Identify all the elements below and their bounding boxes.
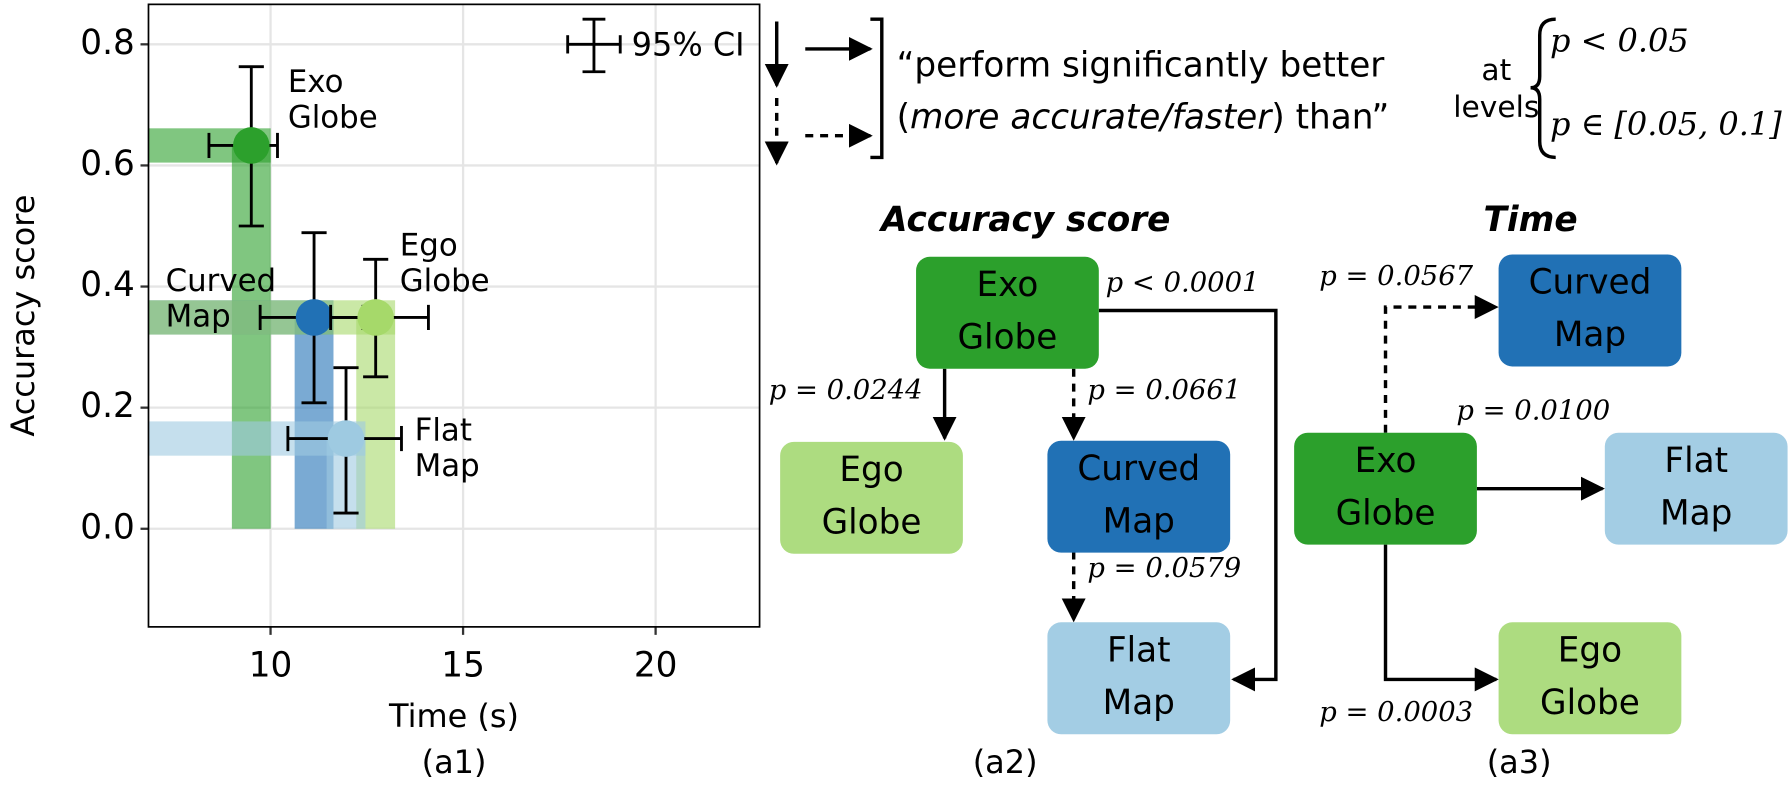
diagram-title: Time bbox=[1484, 200, 1578, 240]
key bbox=[764, 17, 1556, 166]
node bbox=[1294, 432, 1477, 545]
point-label: Ego bbox=[400, 228, 458, 264]
node-label: Exo bbox=[1355, 441, 1417, 481]
edge-label: p = 0.0567 bbox=[1319, 261, 1473, 292]
node bbox=[1498, 254, 1682, 367]
plot-border bbox=[147, 3, 761, 628]
edge bbox=[1383, 295, 1499, 433]
key-at-levels: at bbox=[1481, 53, 1511, 88]
legend-label: 95% CI bbox=[632, 26, 745, 64]
node-label: Ego bbox=[1558, 630, 1622, 670]
point-label: Curved bbox=[166, 263, 277, 299]
node bbox=[780, 441, 963, 554]
edge-label: p < 0.0001 bbox=[1106, 268, 1260, 299]
y-tick-label: 0.0 bbox=[80, 507, 134, 547]
caption: (a1) bbox=[422, 743, 487, 781]
y-tick-label: 0.2 bbox=[80, 386, 134, 426]
node-label: Globe bbox=[1336, 493, 1436, 533]
chart: 0.0 0.2 0.4 0.6 0.8 10 15 20 Time (s) (a1) Accurac… bbox=[4, 4, 760, 781]
diagrams: Accuracy score (a2) p = 0.0244 p = 0.0661 p … bbox=[769, 200, 1788, 781]
point-label: Flat bbox=[415, 413, 472, 449]
key-bracket bbox=[870, 17, 884, 160]
y-tick-label: 0.6 bbox=[80, 144, 134, 184]
x-tick-label: 20 bbox=[634, 645, 678, 685]
y-axis-title: Accuracy score bbox=[4, 195, 42, 437]
key-line2-part: ) than” bbox=[1271, 97, 1389, 137]
diagram-caption: (a2) bbox=[973, 743, 1038, 781]
node-label: Map bbox=[1103, 683, 1175, 723]
key-at-levels: levels bbox=[1453, 90, 1539, 125]
node-label: Map bbox=[1103, 501, 1175, 541]
node-label: Map bbox=[1660, 493, 1732, 533]
node bbox=[1498, 622, 1682, 735]
node-label: Exo bbox=[977, 265, 1039, 305]
edge-label: p = 0.0003 bbox=[1319, 697, 1473, 728]
edge-label: p = 0.0100 bbox=[1456, 396, 1610, 427]
point bbox=[295, 299, 333, 336]
node-label: Globe bbox=[822, 503, 922, 543]
x-tick-label: 15 bbox=[441, 645, 485, 685]
point-label: Map bbox=[166, 298, 231, 334]
diagram-title: Accuracy score bbox=[878, 200, 1170, 240]
key-line2: (more accurate/faster) than” bbox=[897, 97, 1390, 137]
node-label: Flat bbox=[1664, 441, 1728, 481]
y-tick-label: 0.4 bbox=[80, 265, 134, 305]
node-label: Ego bbox=[839, 450, 903, 490]
point-label: Globe bbox=[400, 263, 490, 299]
point bbox=[357, 299, 394, 336]
diagram-caption: (a3) bbox=[1487, 743, 1552, 781]
node-label: Flat bbox=[1107, 630, 1171, 670]
point bbox=[233, 127, 270, 164]
key-line2-part: more accurate/faster bbox=[910, 97, 1273, 137]
node bbox=[1047, 622, 1231, 735]
point-label: Exo bbox=[288, 64, 344, 100]
key-line1: “perform significantly better bbox=[897, 46, 1386, 86]
edge bbox=[1383, 544, 1499, 692]
key-line2-part: ( bbox=[897, 97, 910, 137]
point-label: Globe bbox=[288, 100, 378, 136]
key-level-solid: p < 0.05 bbox=[1550, 22, 1689, 60]
node bbox=[1604, 432, 1788, 545]
node-label: Curved bbox=[1529, 263, 1652, 303]
x-tick-label: 10 bbox=[249, 645, 293, 685]
y-tick-label: 0.8 bbox=[80, 23, 134, 63]
node-label: Globe bbox=[1540, 683, 1640, 723]
point-label: Map bbox=[415, 448, 480, 484]
node-label: Globe bbox=[958, 318, 1058, 358]
x-axis-title: Time (s) bbox=[388, 697, 519, 735]
edge-label: p = 0.0244 bbox=[769, 375, 923, 406]
key-level-dashed: p ∈ [0.05, 0.1] bbox=[1550, 105, 1782, 143]
edge-label: p = 0.0661 bbox=[1087, 375, 1241, 406]
node bbox=[1047, 440, 1231, 553]
node-label: Curved bbox=[1077, 449, 1200, 489]
edge-label: p = 0.0579 bbox=[1087, 553, 1241, 584]
edge bbox=[1098, 308, 1278, 692]
key-brace bbox=[1530, 17, 1556, 160]
node-label: Map bbox=[1554, 315, 1626, 355]
node bbox=[916, 256, 1099, 369]
point bbox=[327, 420, 365, 457]
